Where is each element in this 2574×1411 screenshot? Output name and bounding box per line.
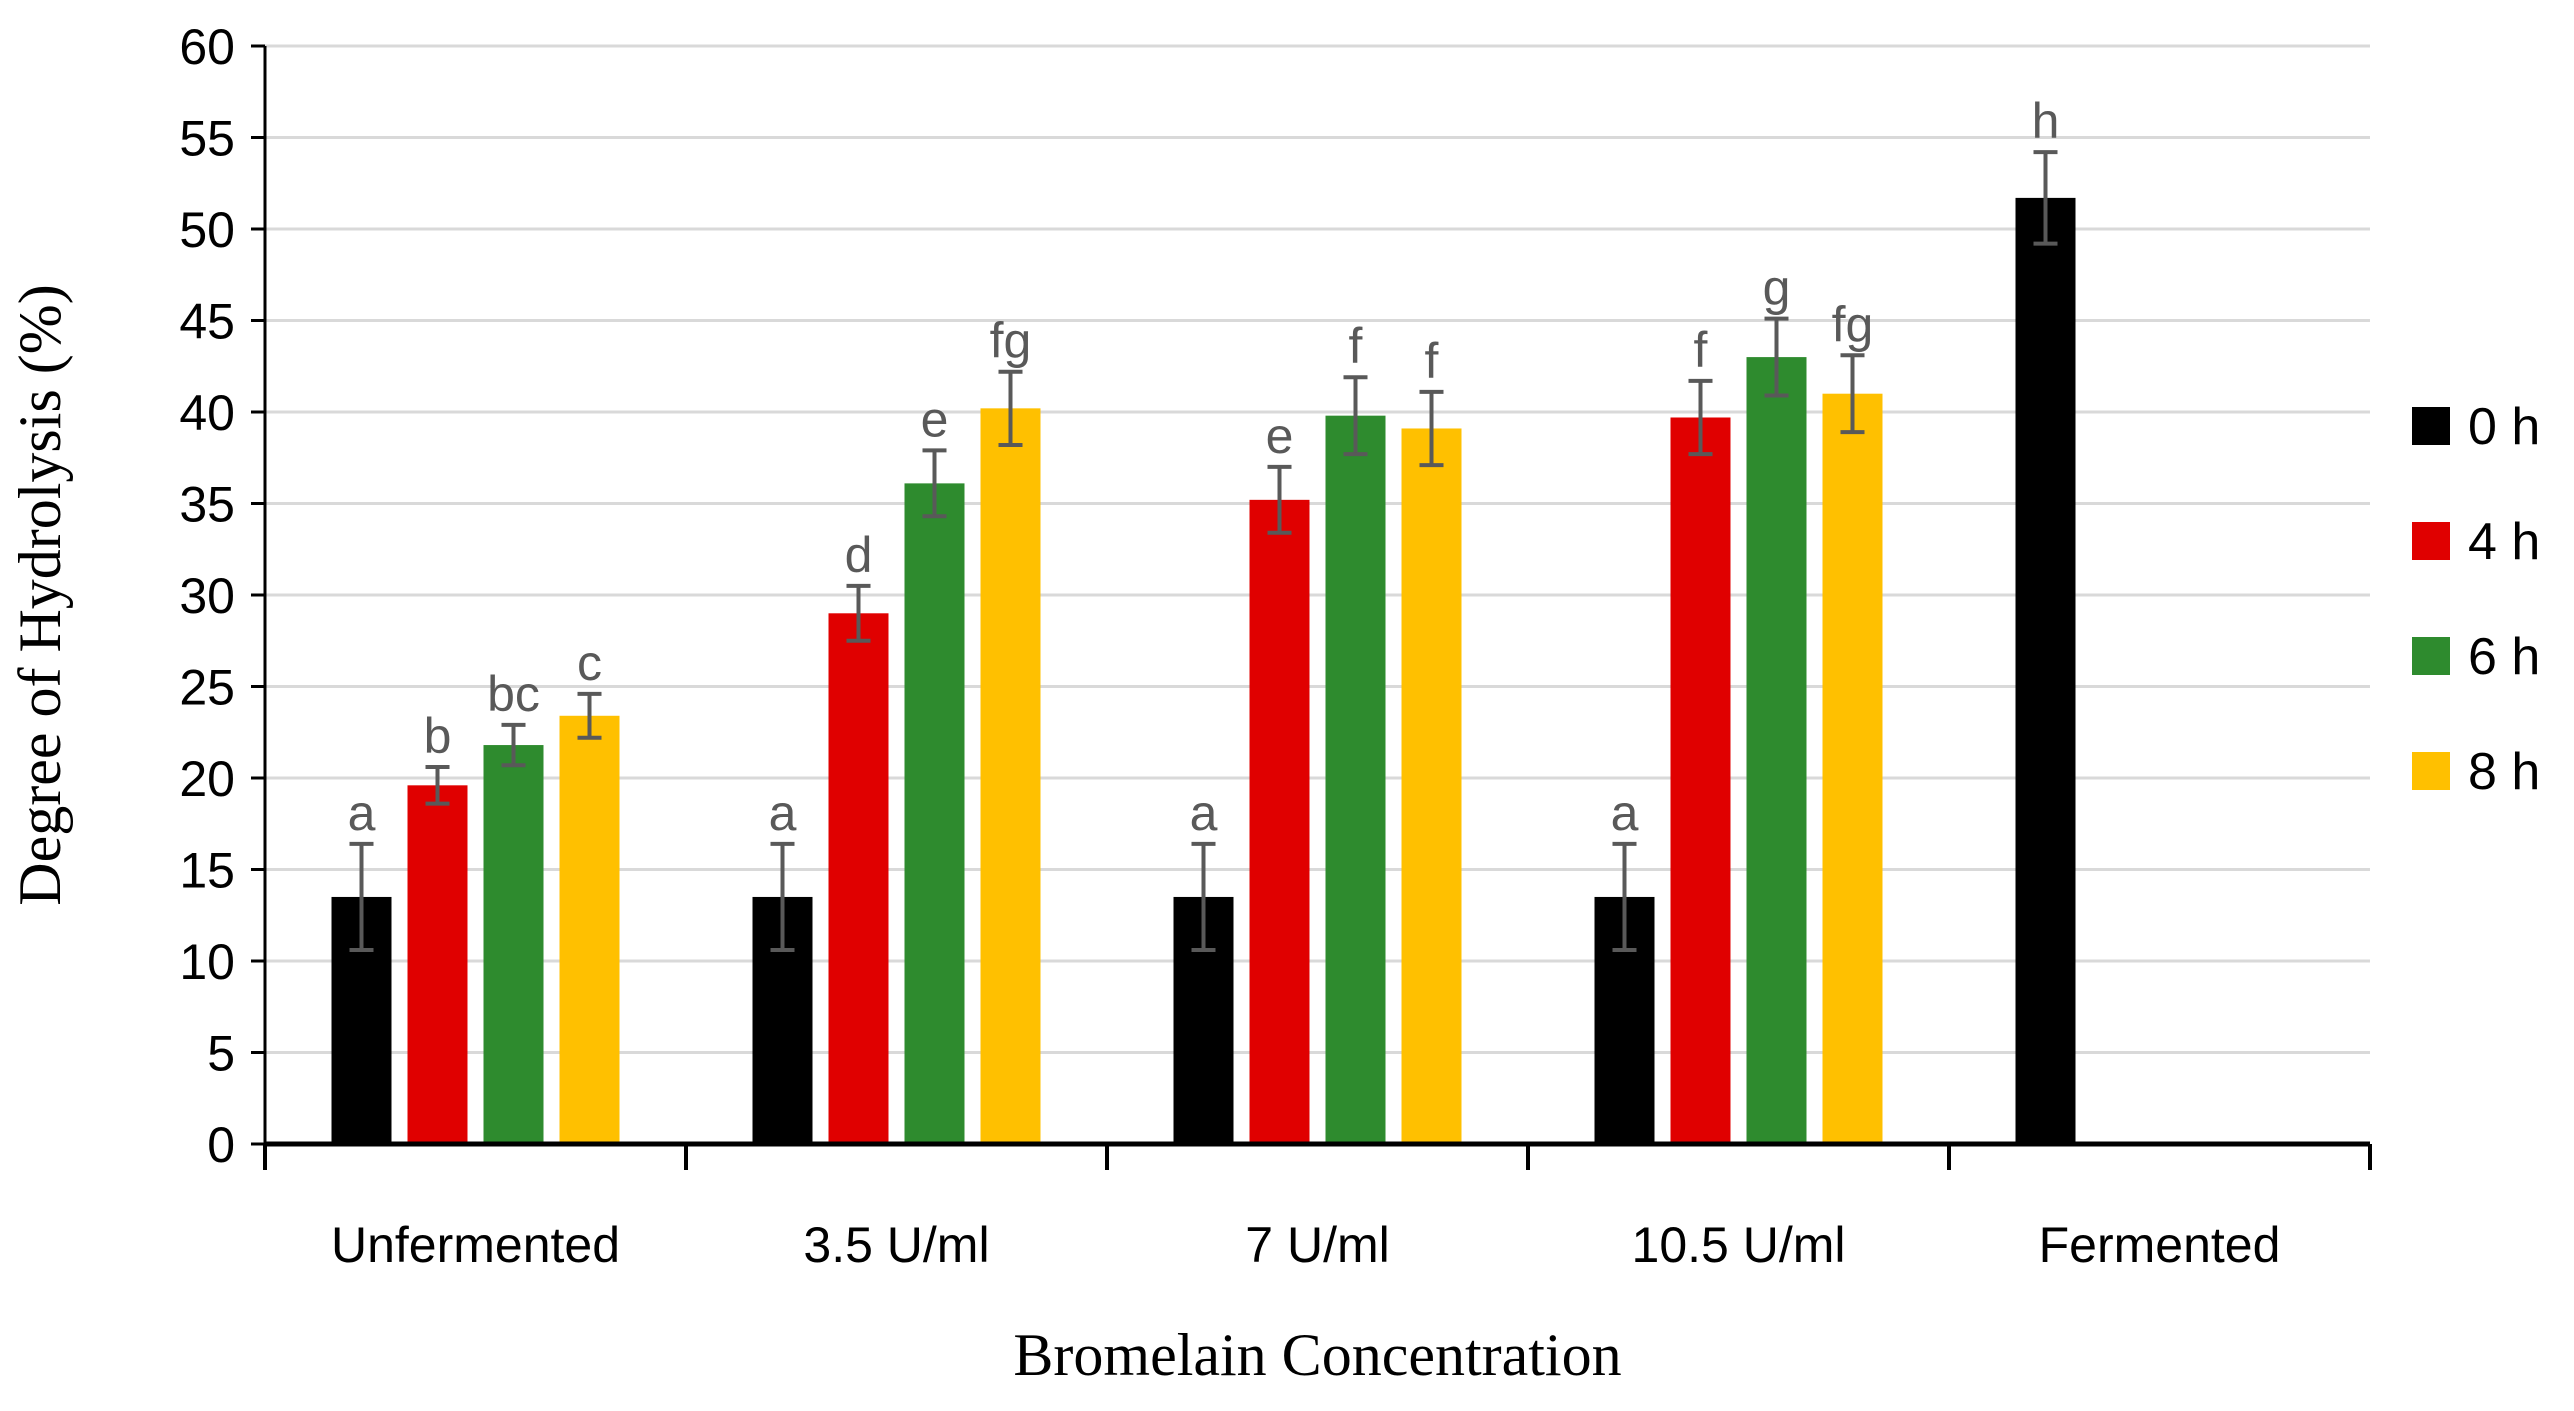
x-tick-label: Unfermented — [331, 1217, 620, 1273]
y-tick-label: 50 — [179, 202, 235, 258]
bar — [904, 483, 965, 1144]
y-tick-label: 30 — [179, 568, 235, 624]
y-tick-label: 10 — [179, 934, 235, 990]
bar — [1249, 499, 1310, 1145]
bar — [828, 613, 889, 1144]
bar — [407, 785, 468, 1144]
error-bars — [349, 150, 2058, 953]
x-tick-label: 7 U/ml — [1245, 1217, 1389, 1273]
axes — [263, 46, 2372, 1170]
bar — [1822, 393, 1883, 1144]
bar — [980, 408, 1041, 1145]
y-tick-label: 0 — [207, 1117, 235, 1173]
y-tick-label: 20 — [179, 751, 235, 807]
legend-swatch — [2412, 407, 2450, 445]
significance-label: e — [921, 391, 949, 447]
legend-label: 8 h — [2468, 743, 2540, 801]
legend-label: 0 h — [2468, 398, 2540, 456]
y-tick-label: 25 — [179, 660, 235, 716]
significance-label: f — [1349, 318, 1363, 374]
significance-label: c — [577, 635, 602, 691]
significance-label: fg — [1832, 296, 1874, 352]
y-axis-title: Degree of Hydrolysis (%) — [7, 284, 73, 905]
significance-label: f — [1425, 333, 1439, 389]
x-axis-title: Bromelain Concentration — [1013, 1322, 1621, 1388]
bar — [1746, 357, 1807, 1145]
bars — [331, 197, 2076, 1145]
significance-label: h — [2032, 93, 2060, 149]
y-tick-label: 35 — [179, 477, 235, 533]
significance-label: f — [1694, 322, 1708, 378]
significance-label: a — [348, 785, 376, 841]
legend-label: 6 h — [2468, 628, 2540, 686]
significance-label: g — [1763, 260, 1791, 316]
legend-swatch — [2412, 637, 2450, 675]
bar — [1325, 415, 1386, 1144]
significance-label: bc — [487, 666, 540, 722]
significance-label: d — [845, 527, 873, 583]
x-tick-label: 10.5 U/ml — [1632, 1217, 1846, 1273]
x-axis-tick-labels: Unfermented 3.5 U/ml 7 U/ml 10.5 U/ml Fermen… — [331, 1217, 2280, 1273]
significance-label: a — [1611, 785, 1639, 841]
significance-label: a — [1190, 785, 1218, 841]
bar — [2015, 197, 2076, 1144]
legend: 0 h 4 h 6 h 8 h — [2412, 398, 2540, 801]
y-tick-label: 45 — [179, 294, 235, 350]
y-tick-label: 15 — [179, 843, 235, 899]
bar — [1401, 428, 1462, 1145]
bar — [483, 745, 544, 1144]
bar — [1670, 417, 1731, 1144]
significance-label: fg — [990, 313, 1032, 369]
bar — [559, 715, 620, 1144]
significance-label: b — [424, 708, 452, 764]
legend-swatch — [2412, 752, 2450, 790]
y-tick-label: 55 — [179, 111, 235, 167]
legend-swatch — [2412, 522, 2450, 560]
y-tick-label: 5 — [207, 1026, 235, 1082]
significance-label: e — [1266, 408, 1294, 464]
y-tick-label: 60 — [179, 19, 235, 75]
legend-label: 4 h — [2468, 513, 2540, 571]
y-tick-label: 40 — [179, 385, 235, 441]
x-tick-label: 3.5 U/ml — [803, 1217, 989, 1273]
x-tick-label: Fermented — [2039, 1217, 2281, 1273]
significance-label: a — [769, 785, 797, 841]
y-axis-tick-labels: 0 5 10 15 20 25 30 35 40 45 50 55 60 — [179, 19, 235, 1173]
